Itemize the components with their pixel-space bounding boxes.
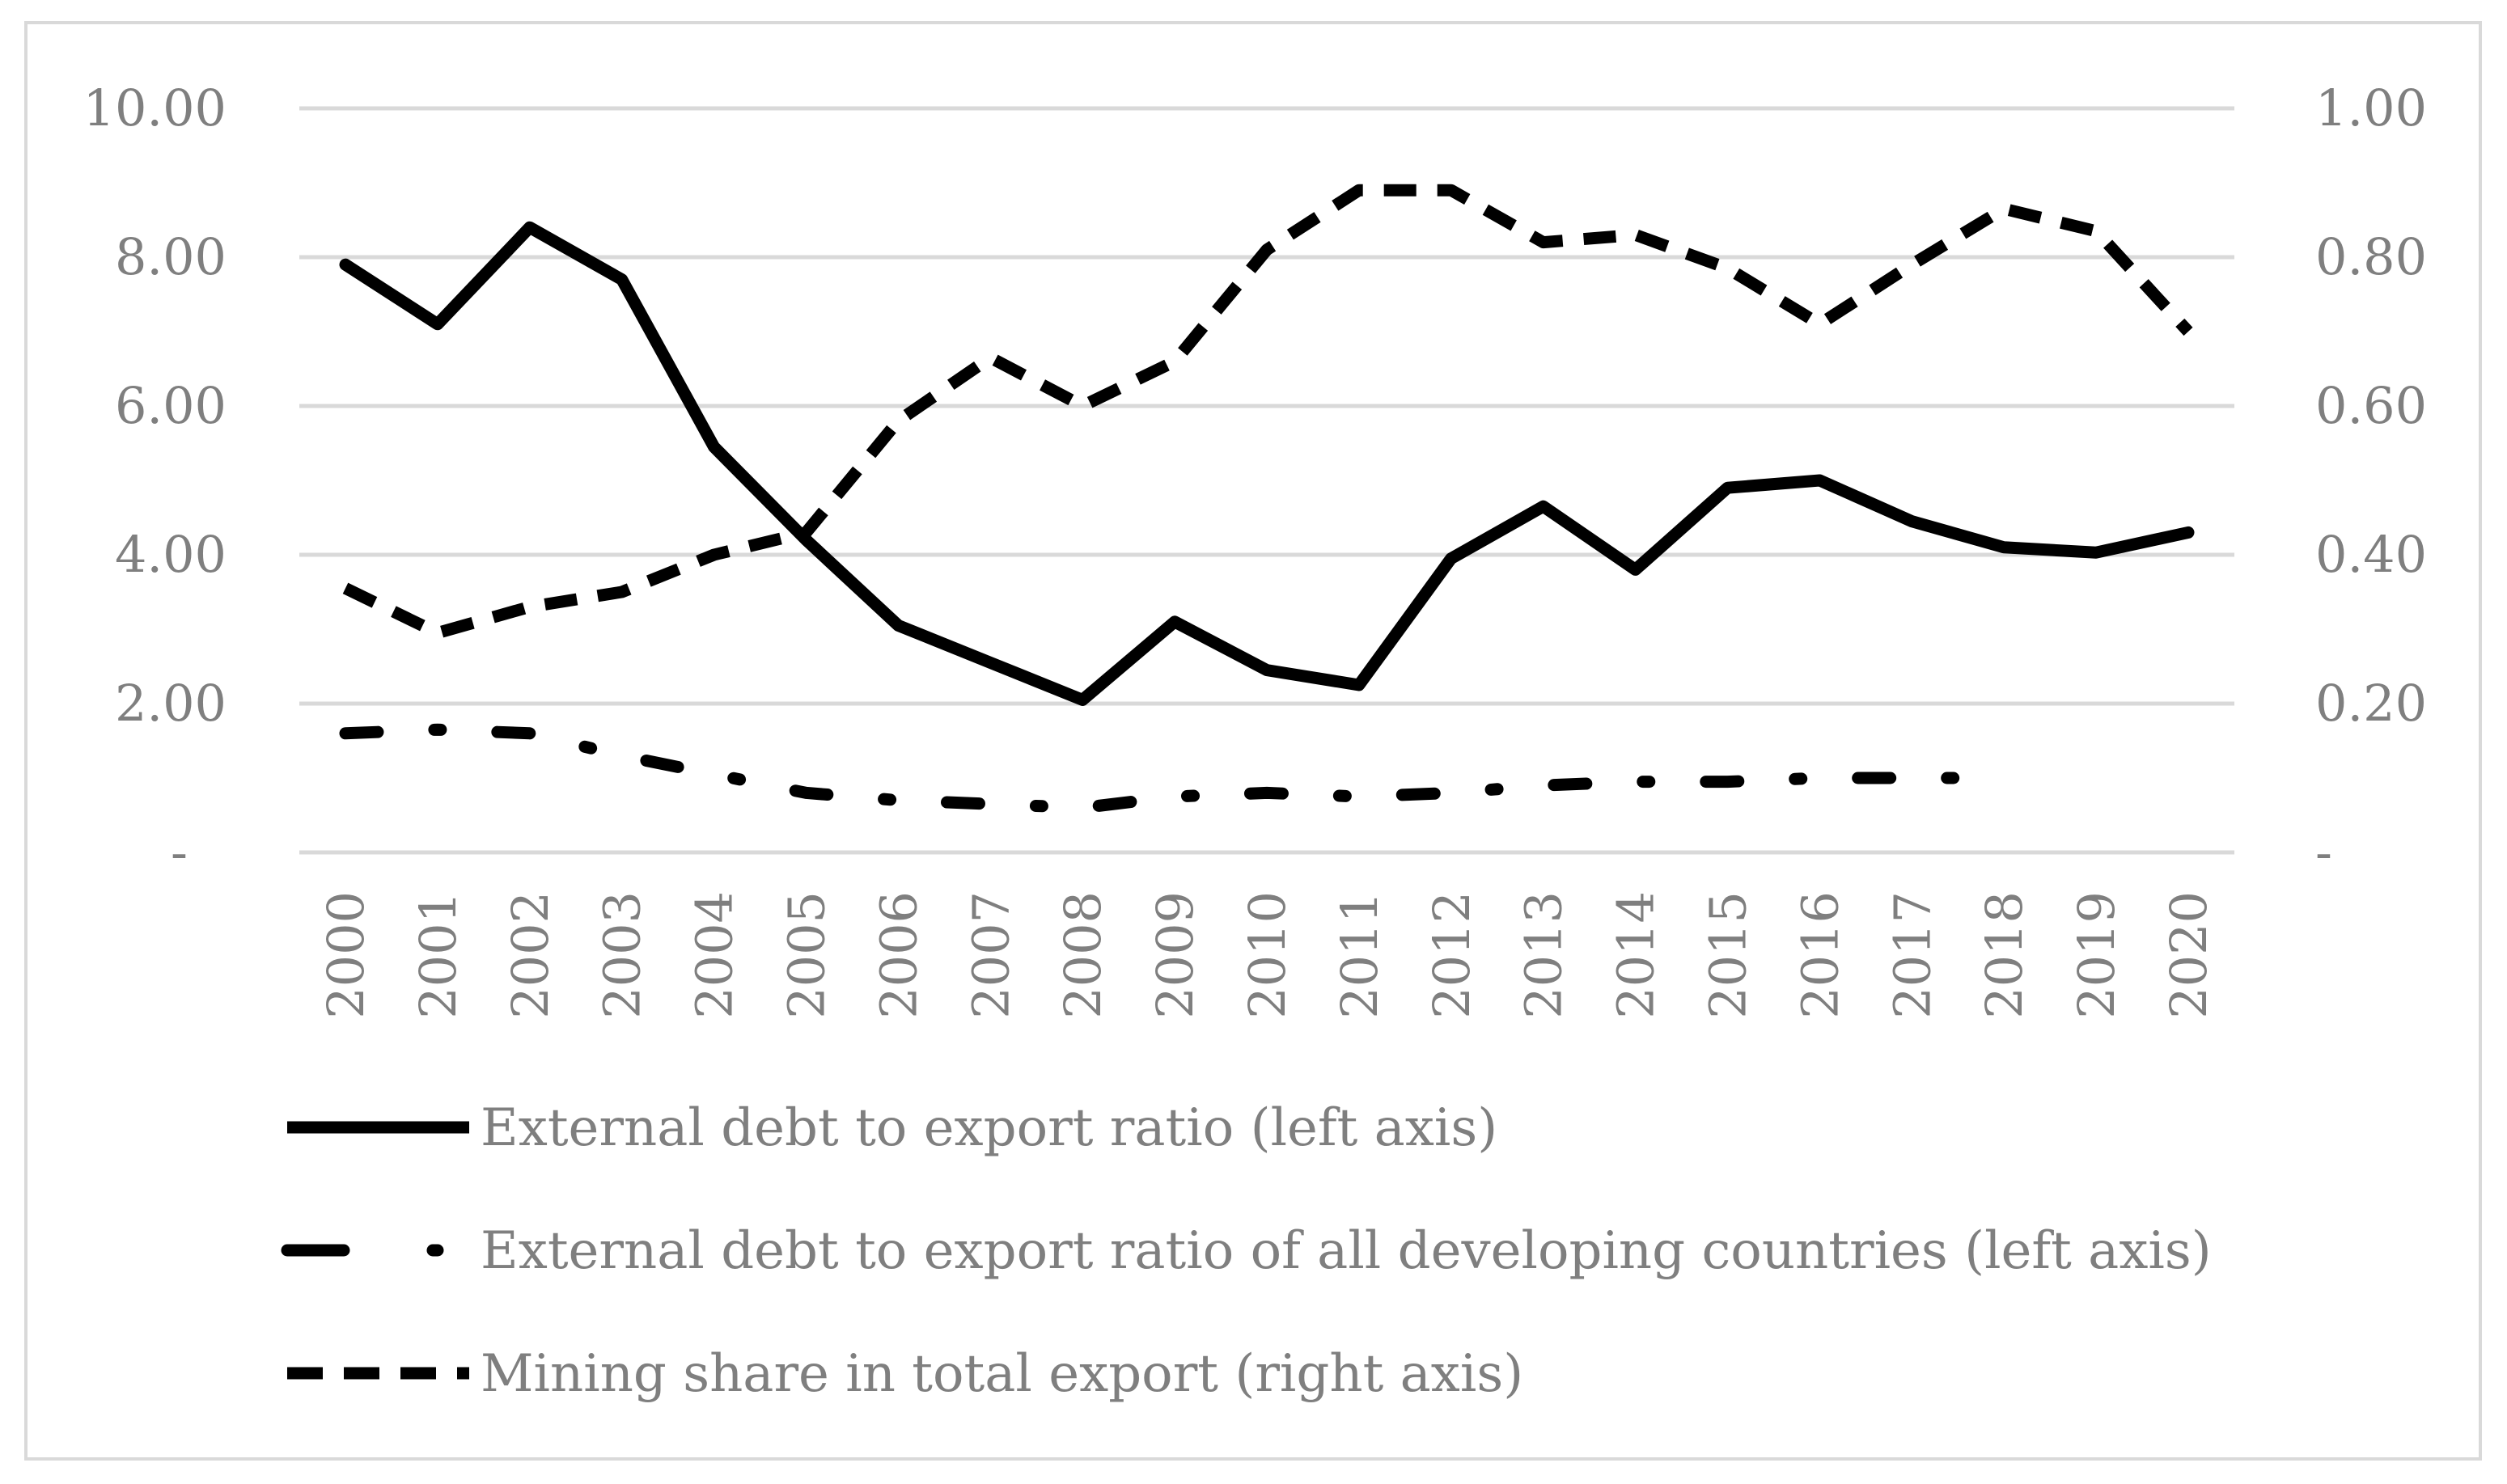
legend-label: External debt to export ratio (left axis… [481,1098,1497,1158]
x-tick-label: 2013 [1514,891,1573,1019]
x-tick-label: 2016 [1790,891,1849,1019]
left-tick-label: 4.00 [115,525,227,584]
x-tick-label: 2001 [409,891,468,1019]
x-tick-label: 2002 [501,891,560,1019]
right-tick-label: 1.00 [2315,78,2427,137]
series-lines [339,184,2195,814]
right-tick-label: 0.80 [2315,227,2427,286]
x-tick-label: 2015 [1699,891,1758,1019]
x-tick-label: 2008 [1053,891,1112,1019]
left-tick-label: 6.00 [115,376,227,435]
right-tick-label: 0.20 [2315,674,2427,733]
left-tick-label: 2.00 [115,674,227,733]
x-tick-label: 2011 [1330,891,1389,1019]
left-tick-label: 10.00 [83,78,227,137]
left-axis: - 2.00 4.00 6.00 8.00 10.00 [83,78,227,882]
legend-label: Mining share in total export (right axis… [481,1344,1523,1404]
legend: External debt to export ratio (left axis… [281,1098,2212,1404]
right-tick-label: - [2315,822,2332,882]
x-tick-label: 2009 [1146,891,1205,1019]
x-tick-label: 2006 [869,891,928,1019]
x-tick-label: 2020 [2159,891,2218,1019]
x-tick-label: 2007 [961,891,1020,1019]
left-tick-label: 8.00 [115,227,227,286]
x-axis: 2000 2001 2002 2003 2004 2005 2006 2007 2008 2009… [316,891,2218,1019]
x-tick-label: 2005 [777,891,836,1019]
x-tick-label: 2017 [1882,891,1942,1019]
x-tick-label: 2014 [1607,891,1666,1019]
x-tick-label: 2010 [1238,891,1297,1019]
x-tick-label: 2018 [1975,891,2034,1019]
series-line-3 [342,184,2193,640]
x-tick-label: 2004 [685,891,744,1019]
gridlines [299,106,2234,855]
right-tick-label: 0.60 [2315,376,2427,435]
left-tick-label: - [171,822,188,882]
legend-label: External debt to export ratio of all dev… [481,1221,2212,1281]
x-tick-label: 2003 [593,891,652,1019]
right-tick-label: 0.40 [2315,525,2427,584]
x-tick-label: 2019 [2067,891,2126,1019]
series-line-2 [339,723,2010,814]
x-tick-label: 2012 [1422,891,1481,1019]
right-axis: - 0.20 0.40 0.60 0.80 1.00 [2315,78,2427,882]
x-tick-label: 2000 [316,891,375,1019]
series-line-1 [339,221,2195,706]
